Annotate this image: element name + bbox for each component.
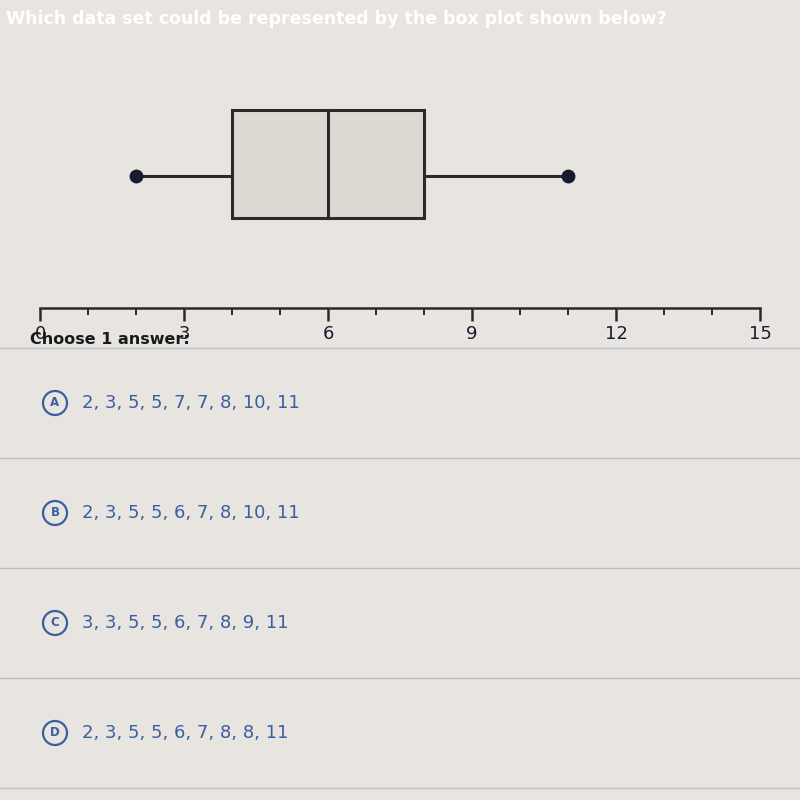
Ellipse shape xyxy=(43,391,67,415)
Text: A: A xyxy=(50,397,59,410)
Bar xyxy=(232,110,424,218)
Ellipse shape xyxy=(43,721,67,745)
Ellipse shape xyxy=(43,501,67,525)
Text: B: B xyxy=(50,506,59,519)
Text: 2, 3, 5, 5, 6, 7, 8, 8, 11: 2, 3, 5, 5, 6, 7, 8, 8, 11 xyxy=(82,724,288,742)
Text: 2, 3, 5, 5, 7, 7, 8, 10, 11: 2, 3, 5, 5, 7, 7, 8, 10, 11 xyxy=(82,394,300,412)
Point xyxy=(562,170,574,182)
Text: Which data set could be represented by the box plot shown below?: Which data set could be represented by t… xyxy=(6,10,667,28)
Point xyxy=(130,170,142,182)
Text: 2, 3, 5, 5, 6, 7, 8, 10, 11: 2, 3, 5, 5, 6, 7, 8, 10, 11 xyxy=(82,504,300,522)
Text: D: D xyxy=(50,726,60,739)
Ellipse shape xyxy=(43,611,67,635)
Text: 3, 3, 5, 5, 6, 7, 8, 9, 11: 3, 3, 5, 5, 6, 7, 8, 9, 11 xyxy=(82,614,289,632)
Text: C: C xyxy=(50,617,59,630)
Text: Choose 1 answer:: Choose 1 answer: xyxy=(30,332,190,347)
